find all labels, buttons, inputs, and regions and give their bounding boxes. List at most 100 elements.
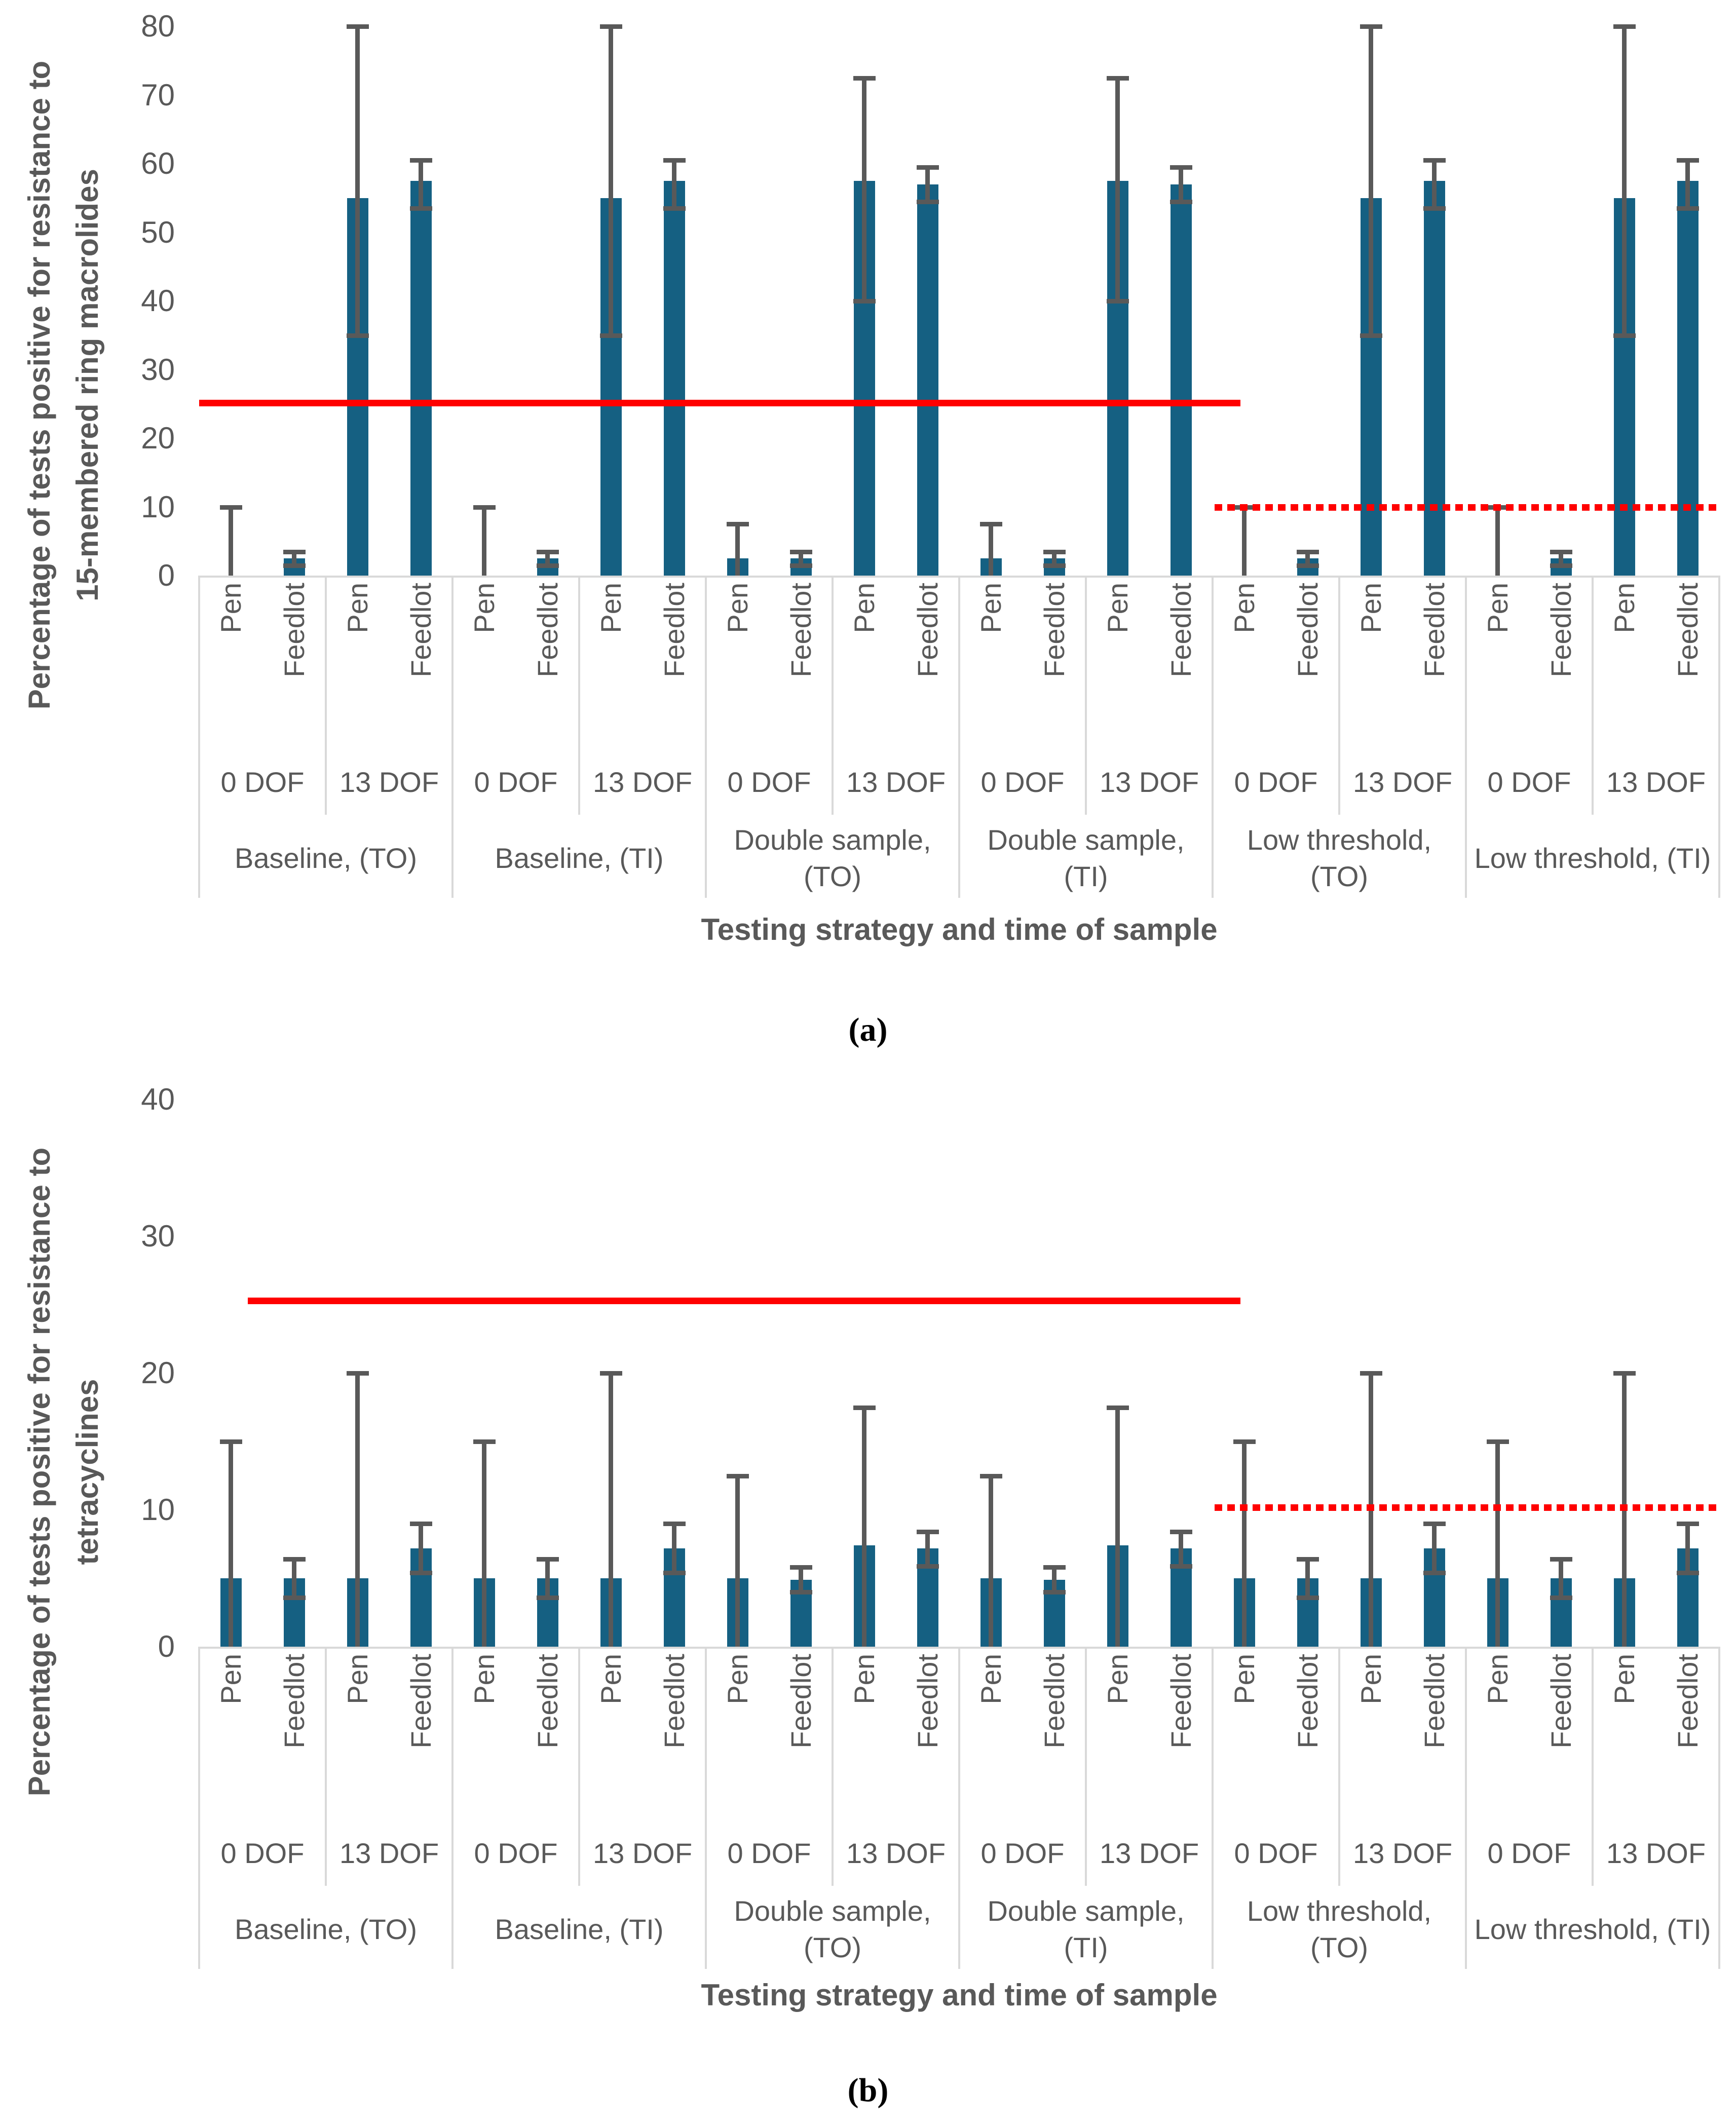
series-label-a-20-Pen: Pen <box>1481 583 1514 633</box>
y-tick-label-a-60: 60 <box>141 146 175 180</box>
series-label-b-12-Pen: Pen <box>974 1654 1007 1704</box>
error-cap-top-a-7 <box>663 158 686 163</box>
series-label-a-11-Feedlot: Feedlot <box>911 583 944 677</box>
error-cap-top-b-0 <box>219 1439 242 1444</box>
error-cap-top-a-19 <box>1423 158 1446 163</box>
dof-border-b-2 <box>832 1647 834 1886</box>
error-cap-top-b-9 <box>789 1565 812 1570</box>
dof-label-b-2-1: 13 DOF <box>846 1837 946 1869</box>
error-bar-a-8 <box>735 524 740 576</box>
dof-border-b-5 <box>1592 1647 1594 1886</box>
error-cap-top-b-18 <box>1360 1371 1382 1376</box>
group-label-b-0: Baseline, (TO) <box>235 1913 417 1945</box>
series-label-b-17-Feedlot: Feedlot <box>1291 1654 1324 1749</box>
group-label-b-5: Low threshold, (TI) <box>1474 1913 1711 1945</box>
error-cap-top-a-4 <box>473 505 496 510</box>
error-bar-a-22 <box>1622 26 1627 335</box>
x-axis-title-panel-a: Testing strategy and time of sample <box>701 913 1218 946</box>
bar-a-Low threshold, (TI)-13 DOF-Feedlot <box>1677 180 1699 576</box>
dof-label-b-2-0: 0 DOF <box>727 1837 811 1869</box>
group-border-a-3 <box>958 576 960 898</box>
caption-panel-a: (a) <box>848 1011 888 1048</box>
series-label-b-8-Pen: Pen <box>721 1654 753 1704</box>
group-label-a-0: Baseline, (TO) <box>235 842 417 874</box>
group-border-a-0 <box>198 576 200 898</box>
error-cap-bottom-a-19 <box>1423 206 1446 211</box>
error-cap-top-a-18 <box>1360 24 1382 29</box>
error-bar-b-5 <box>545 1559 550 1598</box>
error-bar-a-21 <box>1559 551 1563 565</box>
error-cap-top-b-1 <box>283 1557 306 1562</box>
error-cap-bottom-a-23 <box>1676 206 1699 211</box>
error-bar-b-3 <box>419 1524 423 1573</box>
series-label-a-18-Pen: Pen <box>1354 583 1387 633</box>
dof-label-b-4-1: 13 DOF <box>1352 1837 1453 1869</box>
series-label-b-4-Pen: Pen <box>468 1654 500 1704</box>
error-bar-b-9 <box>799 1567 803 1592</box>
dof-label-a-0-1: 13 DOF <box>339 766 439 798</box>
y-axis-title-panel-b: Percentage of tests positive for resista… <box>15 1092 111 1852</box>
error-cap-top-a-10 <box>853 75 876 81</box>
error-cap-top-a-17 <box>1296 549 1319 554</box>
group-label-b-2: Double sample, (TO) <box>734 1895 931 1963</box>
series-label-b-11-Feedlot: Feedlot <box>911 1654 944 1749</box>
series-label-a-7-Feedlot: Feedlot <box>658 583 690 677</box>
group-border-b-4 <box>1212 1647 1214 1969</box>
dof-border-b-0 <box>325 1647 327 1886</box>
error-bar-a-7 <box>672 160 676 209</box>
group-label-a-2: Double sample, (TO) <box>734 824 931 892</box>
series-label-a-4-Pen: Pen <box>468 583 500 633</box>
series-label-b-0-Pen: Pen <box>214 1654 247 1704</box>
series-label-b-22-Pen: Pen <box>1608 1654 1640 1704</box>
error-cap-bottom-a-17 <box>1296 563 1319 568</box>
error-cap-top-a-23 <box>1676 158 1699 163</box>
error-cap-bottom-a-18 <box>1360 333 1382 338</box>
error-cap-top-a-15 <box>1169 165 1192 170</box>
error-cap-top-b-14 <box>1106 1405 1129 1410</box>
dof-label-b-3-1: 13 DOF <box>1099 1837 1199 1869</box>
error-cap-bottom-b-5 <box>536 1595 559 1600</box>
dof-label-a-3-1: 13 DOF <box>1099 766 1199 798</box>
dof-border-a-2 <box>832 576 834 815</box>
dof-label-b-4-0: 0 DOF <box>1234 1837 1318 1869</box>
dof-label-b-5-0: 0 DOF <box>1487 1837 1571 1869</box>
group-border-a-2 <box>705 576 707 898</box>
group-label-b-1: Baseline, (TI) <box>495 1913 664 1945</box>
y-tick-label-a-50: 50 <box>141 215 175 249</box>
error-bar-b-23 <box>1685 1524 1690 1573</box>
dof-label-a-5-1: 13 DOF <box>1606 766 1706 798</box>
dof-label-a-4-0: 0 DOF <box>1234 766 1318 798</box>
bar-a-Baseline, (TI)-13 DOF-Feedlot <box>663 180 685 576</box>
series-label-a-3-Feedlot: Feedlot <box>404 583 437 677</box>
error-bar-a-1 <box>292 551 296 565</box>
series-label-b-21-Feedlot: Feedlot <box>1544 1654 1577 1749</box>
reference-line-dotted-a <box>1215 504 1719 511</box>
error-cap-top-b-23 <box>1676 1522 1699 1526</box>
series-label-a-10-Pen: Pen <box>848 583 880 633</box>
y-tick-label-a-80: 80 <box>141 9 175 43</box>
error-cap-bottom-b-23 <box>1676 1571 1699 1576</box>
error-cap-top-a-22 <box>1613 24 1636 29</box>
series-label-b-1-Feedlot: Feedlot <box>278 1654 310 1749</box>
y-tick-label-a-20: 20 <box>141 421 175 455</box>
group-label-a-3: Double sample, (TI) <box>987 824 1185 892</box>
error-bar-a-4 <box>482 507 486 576</box>
series-label-a-8-Pen: Pen <box>721 583 753 633</box>
error-cap-bottom-b-1 <box>283 1595 306 1600</box>
dof-label-a-1-0: 0 DOF <box>474 766 558 798</box>
series-label-b-2-Pen: Pen <box>341 1654 373 1704</box>
series-label-a-6-Pen: Pen <box>594 583 627 633</box>
bar-a-Baseline, (TO)-13 DOF-Feedlot <box>410 180 432 576</box>
group-border-a-5 <box>1465 576 1467 898</box>
error-cap-top-a-9 <box>789 549 812 554</box>
error-cap-bottom-b-3 <box>409 1571 432 1576</box>
series-label-a-23-Feedlot: Feedlot <box>1671 583 1704 677</box>
group-label-a-5: Low threshold, (TI) <box>1474 842 1711 874</box>
error-cap-bottom-a-6 <box>599 333 622 338</box>
dof-label-b-5-1: 13 DOF <box>1606 1837 1706 1869</box>
error-bar-b-16 <box>1242 1441 1247 1647</box>
reference-line-solid-b <box>248 1297 1240 1304</box>
group-border-b-2 <box>705 1647 707 1969</box>
error-cap-top-b-8 <box>726 1473 749 1478</box>
error-bar-a-5 <box>545 551 550 565</box>
